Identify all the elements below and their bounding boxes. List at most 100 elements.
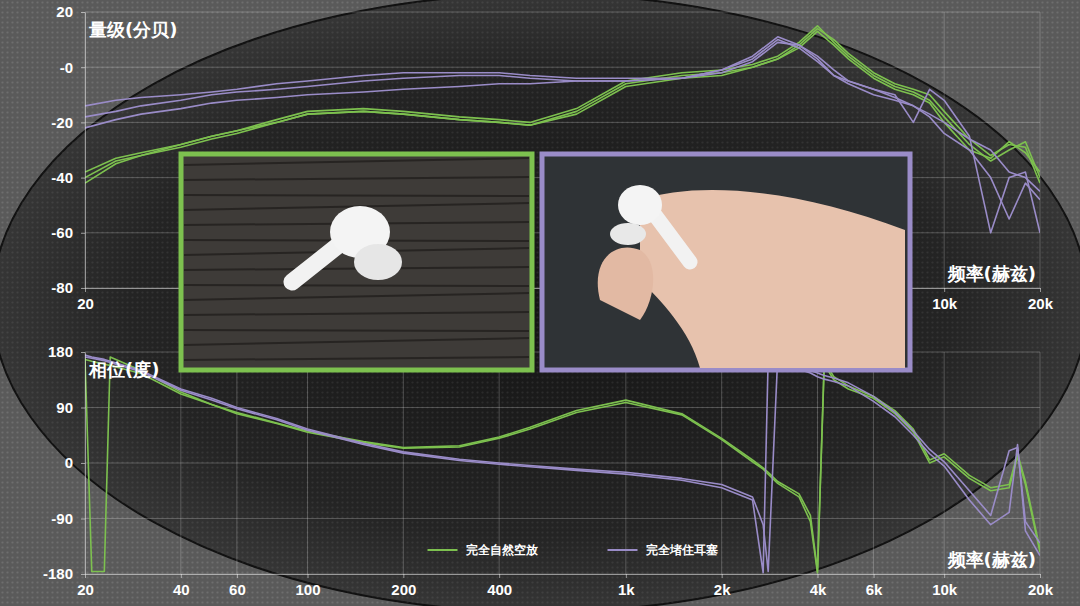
x-tick-label: 20	[77, 581, 94, 598]
y-tick-mark	[81, 67, 85, 68]
x-tick-mark	[85, 288, 86, 292]
series-line	[85, 355, 1040, 571]
wood-grain	[184, 285, 529, 286]
y-tick-label: -60	[51, 224, 73, 241]
x-tick-mark	[308, 574, 309, 578]
legend-swatch	[608, 549, 638, 551]
x-tick: 100	[295, 574, 320, 598]
x-tick-label: 200	[391, 581, 416, 598]
hand	[640, 190, 905, 368]
x-tick-mark	[1040, 288, 1041, 292]
x-tick: 60	[229, 574, 246, 598]
y-tick: 20	[56, 3, 85, 20]
y-tick: -80	[51, 279, 85, 296]
y-axis: -80 -60 -40 -20 -0 20	[51, 3, 85, 296]
grid-line-y	[85, 574, 1040, 575]
y-tick-label: 20	[56, 3, 73, 20]
x-tick-label: 60	[229, 581, 246, 598]
y-axis-title: 相位(度)	[88, 359, 159, 380]
x-axis-title: 频率(赫兹)	[947, 549, 1036, 570]
x-tick: 400	[487, 574, 512, 598]
y-tick: -60	[51, 224, 85, 241]
y-tick: 90	[56, 399, 85, 416]
grid-line-y	[85, 67, 1040, 68]
y-tick-mark	[81, 122, 85, 123]
x-tick-label: 10k	[932, 295, 958, 312]
y-tick: -20	[51, 114, 85, 131]
x-tick-mark	[722, 574, 723, 578]
y-tick-mark	[81, 288, 85, 289]
wood-grain	[184, 312, 529, 315]
x-tick-mark	[874, 574, 875, 578]
grid-line-y	[85, 122, 1040, 123]
x-tick-label: 1k	[618, 581, 635, 598]
wood-grain	[184, 357, 529, 360]
x-tick-label: 10k	[932, 581, 958, 598]
legend-swatch	[428, 549, 458, 551]
y-tick-mark	[81, 12, 85, 13]
y-tick-label: -0	[60, 58, 73, 75]
x-tick-mark	[1040, 574, 1041, 578]
wood-grain	[184, 177, 529, 180]
y-tick: 180	[48, 343, 85, 360]
x-tick-mark	[85, 574, 86, 578]
ear-tip	[610, 223, 646, 245]
x-tick: 20k	[1028, 288, 1054, 312]
grid-line-x	[85, 12, 86, 288]
y-tick-label: -180	[43, 565, 73, 582]
x-tick: 2k	[714, 574, 731, 598]
x-tick: 1k	[618, 574, 635, 598]
ear-tip	[354, 244, 402, 280]
grid-line-y	[85, 12, 1040, 13]
x-tick-label: 4k	[810, 581, 827, 598]
earbud-stem	[655, 215, 690, 262]
grid-line-y	[85, 518, 1040, 519]
y-tick-mark	[81, 352, 85, 353]
x-tick-mark	[237, 574, 238, 578]
x-tick: 200	[391, 574, 416, 598]
y-tick: 0	[65, 454, 85, 471]
y-tick-label: -90	[51, 510, 73, 527]
y-tick-label: -40	[51, 169, 73, 186]
y-tick: -0	[60, 58, 85, 75]
x-tick-mark	[817, 574, 818, 578]
series-line	[85, 357, 1040, 572]
x-tick-label: 40	[173, 581, 190, 598]
y-tick-label: 90	[56, 399, 73, 416]
y-tick-mark	[81, 178, 85, 179]
x-tick-label: 400	[487, 581, 512, 598]
x-axis-title: 频率(赫兹)	[947, 263, 1036, 284]
plot-lines	[85, 355, 1040, 573]
x-tick: 10k	[932, 574, 958, 598]
x-tick-label: 20k	[1028, 581, 1054, 598]
y-tick-mark	[81, 463, 85, 464]
x-tick: 10k	[932, 288, 958, 312]
finger	[598, 247, 653, 320]
x-axis: 20 40 60 100 200 400 1k 2k 4k 6k 10k 20k	[77, 574, 1054, 598]
wood-grain	[184, 330, 529, 331]
x-tick: 20k	[1028, 574, 1054, 598]
legend-item: 完全堵住耳塞	[608, 543, 718, 557]
legend: 完全自然空放完全堵住耳塞	[428, 543, 718, 557]
x-tick-mark	[944, 574, 945, 578]
y-axis-title: 量级(分贝)	[88, 19, 177, 40]
wood-grain	[184, 338, 529, 345]
x-tick: 40	[173, 574, 190, 598]
y-tick-mark	[81, 574, 85, 575]
grid-line-x	[944, 12, 945, 288]
x-tick-label: 20	[77, 295, 94, 312]
y-axis: -180 -90 0 90 180	[43, 343, 86, 582]
x-tick: 20	[77, 574, 94, 598]
grid-line-x	[1040, 12, 1041, 288]
x-tick: 20	[77, 288, 94, 312]
y-tick-label: 0	[65, 454, 73, 471]
x-tick-label: 6k	[866, 581, 883, 598]
canvas: 20 10k 20k -80 -60 -40 -20 -0 20 量级(分贝) 频率(赫兹) 20 40…	[0, 0, 1080, 606]
chart: 20 40 60 100 200 400 1k 2k 4k 6k 10k 20k -180 -90 0 90 1…	[43, 343, 1054, 597]
y-tick: -180	[43, 565, 85, 582]
axis-line	[85, 13, 86, 289]
earbud-head	[618, 185, 662, 225]
y-tick: -40	[51, 169, 85, 186]
x-tick-label: 100	[295, 581, 320, 598]
y-tick-label: -80	[51, 279, 73, 296]
